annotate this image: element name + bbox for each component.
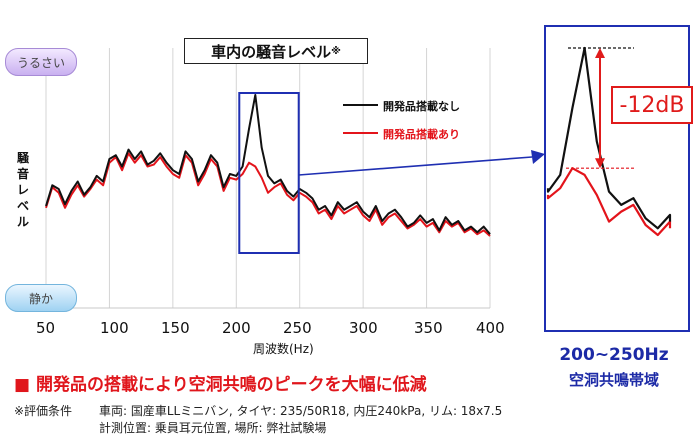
chart-title: 車内の騒音レベル ※: [184, 38, 368, 64]
highlight-box: [238, 92, 300, 254]
loud-label: うるさい: [5, 48, 77, 76]
x-axis-label: 周波数(Hz): [253, 342, 314, 356]
conditions-line-1: 車両: 国産車LLミニバン, タイヤ: 235/50R18, 内圧240kPa,…: [99, 404, 503, 418]
band-label: 200~250Hz 空洞共鳴帯域: [540, 345, 688, 390]
zoom-arrow-line: [298, 156, 533, 176]
band-label-freq: 200~250Hz: [559, 345, 669, 365]
x-tick-label: 250: [283, 319, 312, 337]
legend-without: 開発品搭載なし: [383, 100, 460, 113]
x-tick-label: 50: [36, 319, 56, 337]
x-tick-label: 200: [222, 319, 251, 337]
legend-with: 開発品搭載あり: [383, 128, 460, 141]
inset-line-with: [546, 167, 672, 237]
conditions-line-2: 計測位置: 乗員耳元位置, 場所: 弊社試験場: [99, 421, 327, 435]
x-tick-label: 100: [100, 319, 129, 337]
x-tick-label: 400: [476, 319, 505, 337]
y-axis-label: 騒音レベル: [16, 151, 29, 229]
series-line-without: [45, 94, 491, 235]
series-line-with: [45, 152, 491, 237]
x-tick-label: 150: [161, 319, 190, 337]
headline: ■ 開発品の搭載により空洞共鳴のピークを大幅に低減: [14, 375, 427, 395]
quiet-label: 静か: [5, 284, 77, 312]
reduction-arrow-head-top: [595, 48, 605, 59]
reduction-label: -12dB: [611, 86, 693, 124]
x-tick-label: 300: [349, 319, 378, 337]
conditions-note: ※評価条件: [14, 404, 73, 418]
chart-title-note: ※: [331, 45, 341, 57]
zoom-arrow-head: [531, 150, 545, 164]
band-label-name: 空洞共鳴帯域: [568, 371, 659, 389]
x-tick-label: 350: [414, 319, 443, 337]
inset-line-without: [546, 46, 672, 230]
reduction-arrow-head-bottom: [595, 158, 605, 169]
chart-title-text: 車内の騒音レベル: [211, 42, 332, 61]
inset-frame: [544, 25, 690, 332]
